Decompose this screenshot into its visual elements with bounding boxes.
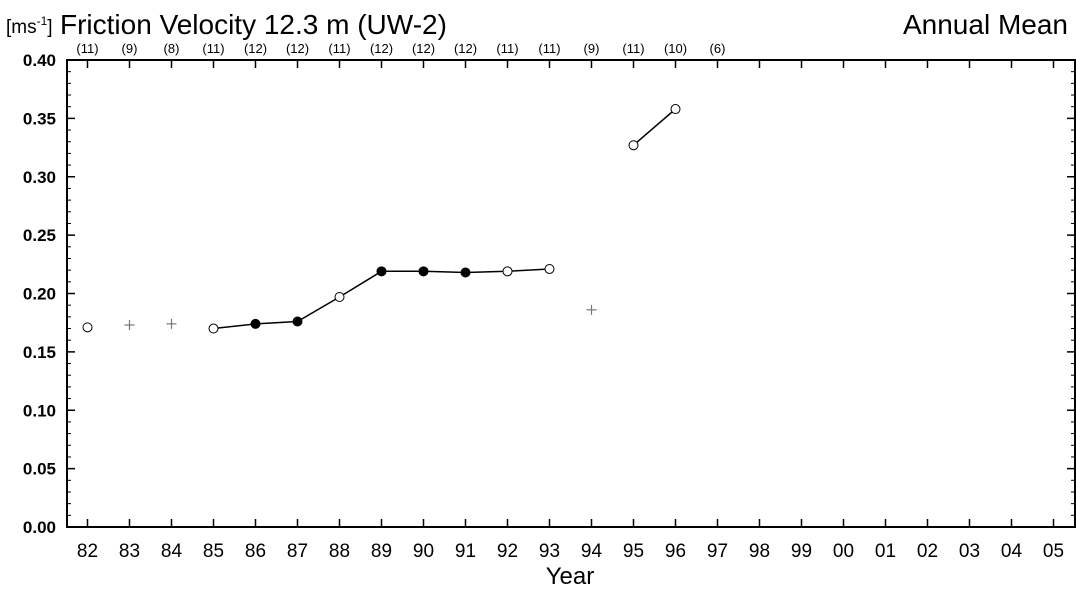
x-tick-label: 84 (161, 541, 183, 562)
x-tick-label: 83 (119, 541, 140, 562)
y-tick-label: 0.35 (23, 109, 56, 128)
sample-count-label: (11) (76, 41, 98, 56)
unit-label: [ms-1] (6, 14, 53, 38)
series-line-segment (633, 108, 676, 146)
series-friction-velocity (82, 104, 681, 334)
series-line-segment (213, 268, 550, 330)
unit-prefix: [ms (6, 17, 37, 38)
chart-title: Friction Velocity 12.3 m (UW-2) (60, 9, 447, 40)
x-tick-label: 87 (287, 541, 308, 562)
data-point-open (208, 323, 219, 334)
sample-count-label: (11) (496, 41, 518, 56)
x-tick-label: 96 (665, 541, 686, 562)
x-tick-label: 82 (77, 541, 98, 562)
y-tick-label: 0.05 (23, 460, 56, 479)
sample-count-label: (12) (244, 41, 267, 56)
x-tick-label: 05 (1043, 541, 1064, 562)
x-tick-label: 00 (833, 541, 854, 562)
sample-count-label: (11) (622, 41, 644, 56)
data-point-open (502, 266, 513, 277)
data-point-plus (166, 318, 177, 329)
data-point-open (544, 263, 555, 274)
x-axis-title: Year (546, 563, 595, 590)
x-tick-label: 93 (539, 541, 560, 562)
x-tick-label: 91 (455, 541, 476, 562)
sample-count-label: (6) (710, 41, 726, 56)
sample-count-label: (10) (664, 41, 687, 56)
x-tick-label: 89 (371, 541, 392, 562)
x-tick-label: 04 (1001, 541, 1023, 562)
sample-count-label: (12) (454, 41, 477, 56)
data-point-plus (586, 304, 597, 315)
x-tick-label: 01 (875, 541, 896, 562)
data-point-filled (250, 318, 261, 329)
x-tick-label: 03 (959, 541, 980, 562)
y-tick-label: 0.25 (23, 226, 56, 245)
unit-suffix: ] (47, 17, 52, 38)
x-tick-label: 97 (707, 541, 728, 562)
data-point-plus (124, 320, 135, 331)
y-tick-label: 0.00 (23, 518, 56, 537)
x-tick-label: 90 (413, 541, 434, 562)
sample-count-label: (11) (328, 41, 350, 56)
sample-count-label: (8) (164, 41, 180, 56)
x-tick-label: 88 (329, 541, 350, 562)
data-point-filled (292, 316, 303, 327)
data-point-open (334, 292, 345, 303)
y-tick-label: 0.10 (23, 401, 56, 420)
data-point-open (82, 322, 93, 333)
sample-count-label: (9) (122, 41, 138, 56)
x-tick-label: 85 (203, 541, 224, 562)
sample-count-label: (12) (412, 41, 435, 56)
data-point-filled (460, 267, 471, 278)
x-tick-label: 99 (791, 541, 812, 562)
y-tick-label: 0.20 (23, 285, 56, 304)
y-tick-label: 0.15 (23, 343, 56, 362)
data-point-filled (418, 266, 429, 277)
sample-count-label: (9) (584, 41, 600, 56)
sample-count-label: (11) (538, 41, 560, 56)
y-axis: 0.00 0.05 0.10 0.15 0.20 0.25 0.30 0.35 0.40 (23, 51, 1075, 537)
x-tick-label: 98 (749, 541, 770, 562)
unit-exponent: -1 (37, 14, 48, 28)
sample-count-label: (12) (286, 41, 309, 56)
data-point-open (670, 104, 681, 115)
data-point-open (628, 140, 639, 151)
sample-count-row: (11) (9) (8) (11) (12) (12) (11) (12) (12) (12) (1… (76, 41, 725, 56)
plot-frame (66, 59, 1076, 528)
y-tick-label: 0.40 (23, 51, 56, 70)
x-tick-label: 02 (917, 541, 938, 562)
x-axis: 82 83 84 85 86 87 88 89 90 91 92 93 94 95 96 97 98 99 00 01… (77, 60, 1064, 562)
x-tick-label: 86 (245, 541, 266, 562)
y-tick-label: 0.30 (23, 168, 56, 187)
sample-count-label: (12) (370, 41, 393, 56)
data-point-filled (376, 266, 387, 277)
x-tick-label: 94 (581, 541, 603, 562)
chart-subtitle-right: Annual Mean (903, 9, 1068, 40)
x-tick-label: 92 (497, 541, 518, 562)
sample-count-label: (11) (202, 41, 224, 56)
x-tick-label: 95 (623, 541, 644, 562)
